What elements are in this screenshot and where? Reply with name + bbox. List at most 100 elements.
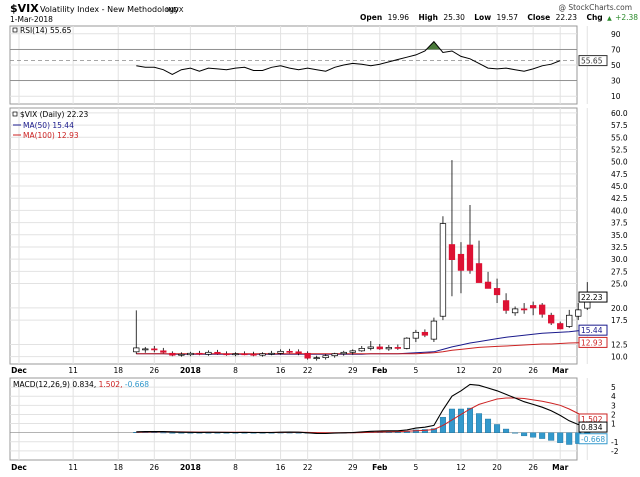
y-tick-label: 47.5 (611, 170, 628, 179)
down-candle (466, 205, 474, 274)
up-candle (232, 352, 239, 357)
open-label: Open (360, 13, 382, 22)
macd-histogram-bar (448, 408, 455, 433)
macd-histogram-bar (503, 428, 510, 433)
candle-body (412, 331, 420, 339)
down-candle (250, 351, 257, 357)
macd-value-tag: 1.502 (581, 415, 603, 424)
y-tick-label: 25.0 (611, 280, 628, 289)
up-candle (277, 349, 284, 355)
x-tick-label: 5 (413, 463, 418, 472)
y-tick-label: -2 (611, 447, 619, 456)
up-candle (259, 352, 266, 357)
x-tick-label: 5 (413, 366, 418, 375)
macd-histogram-bar (467, 407, 474, 433)
candle-body (259, 353, 266, 356)
macd-histogram-bar (548, 432, 555, 441)
rsi-panel: 90 70 50 30 10 RSI(14) 55.65 55.65 (9, 25, 621, 105)
candle-body (151, 348, 158, 351)
down-candle (475, 240, 483, 283)
down-candle (241, 351, 248, 356)
y-tick-label: 60.0 (611, 109, 628, 118)
macd-histogram-bar (539, 432, 546, 439)
low-label: Low (474, 13, 491, 22)
macd-histogram-bar (421, 429, 428, 433)
panel-frame (9, 377, 578, 461)
macd-value-tag: 0.834 (581, 423, 603, 432)
up-candle (178, 352, 185, 357)
macd-legend-part: 1.502, (99, 380, 125, 389)
chart-date: 1-Mar-2018 (10, 15, 53, 24)
ma100-value-tag-box (578, 336, 608, 348)
up-candle (340, 350, 347, 356)
down-candle (484, 271, 492, 289)
y-tick-label: 55.0 (611, 133, 628, 142)
y-tick-label: 10.0 (611, 353, 628, 362)
macd-histogram-bar (169, 432, 176, 434)
y-tick-label: 32.5 (611, 243, 628, 252)
y-tick-label: 50.0 (611, 158, 628, 167)
candle-body (457, 253, 465, 271)
x-tick-label: 16 (276, 366, 286, 375)
y-tick-label: 45.0 (611, 182, 628, 191)
price-legend-swatch (12, 111, 18, 117)
macd-histogram-bar (566, 432, 573, 445)
y-tick-label: 3 (611, 401, 616, 410)
up-candle (385, 344, 392, 351)
down-candle (376, 344, 383, 350)
price-x-axis: Dec 11 18 26 2018 8 16 22 29 Feb 5 12 20 26 Mar (11, 366, 568, 375)
candle-body (394, 347, 401, 349)
y-tick-label: -1 (611, 438, 619, 447)
y-tick-label: 4 (611, 392, 616, 401)
y-tick-label: 37.5 (611, 219, 628, 228)
candle-body (385, 347, 392, 350)
high-label: High (418, 13, 438, 22)
symbol-label: $VIX (10, 2, 39, 15)
x-tick-label: 18 (113, 366, 123, 375)
chg-value: +2.38 (+11.99%) (615, 13, 640, 22)
x-tick-label: Feb (372, 463, 388, 472)
x-tick-label: 16 (276, 463, 286, 472)
macd-legend-part: -0.668 (125, 380, 149, 389)
y-tick-label: 35.0 (611, 231, 628, 240)
candle-body (133, 347, 140, 353)
down-candle (421, 329, 429, 338)
candle-body (313, 357, 320, 360)
watermark: @ StockCharts.com (558, 3, 632, 12)
x-tick-label: Dec (11, 463, 27, 472)
down-candle (160, 347, 167, 354)
up-candle (575, 303, 582, 321)
macd-legend-part: 0.834, (72, 380, 98, 389)
candle-body (376, 346, 383, 350)
candle-body (475, 263, 483, 283)
candle-body (539, 304, 546, 315)
down-candle (557, 321, 564, 330)
y-tick-label: 50 (611, 61, 621, 70)
y-tick-label: 30.0 (611, 255, 628, 264)
up-candle (205, 350, 212, 356)
x-tick-label: 29 (348, 366, 358, 375)
up-candle (331, 352, 338, 358)
panel-frame (9, 107, 578, 365)
exchange-label: INDX (166, 6, 184, 14)
macd-line (136, 383, 588, 435)
candle-body (169, 352, 176, 356)
candle-body (142, 348, 149, 351)
up-candle (133, 310, 140, 354)
macd-value-tag-box (578, 421, 608, 433)
candle-body (493, 288, 501, 296)
y-tick-label: 40.0 (611, 206, 628, 215)
candle-body (187, 352, 194, 356)
price-last-tag-box (578, 291, 608, 303)
candle-body (160, 350, 167, 353)
x-tick-label: 20 (492, 463, 502, 472)
close-value: 22.23 (556, 13, 578, 22)
candle-body (502, 300, 510, 311)
instrument-name: Volatility Index - New Methodology (40, 5, 179, 14)
down-candle (493, 278, 501, 304)
down-candle (214, 349, 221, 355)
candle-body (484, 281, 492, 289)
y-tick-label: 42.5 (611, 194, 628, 203)
chart-header: $VIX Volatility Index - New Methodology … (10, 2, 640, 24)
